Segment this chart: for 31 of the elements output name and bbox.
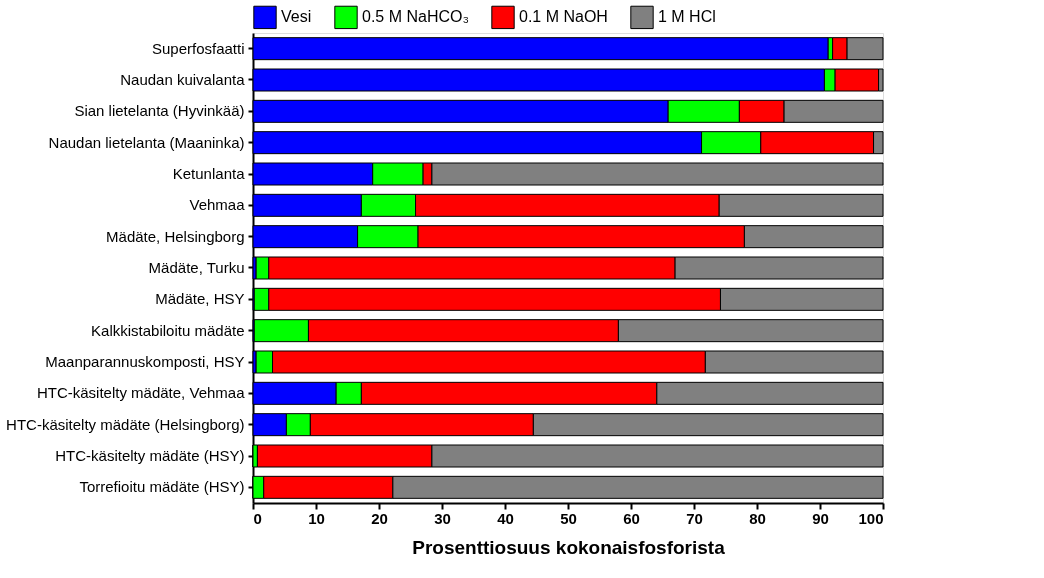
y-tick-label: Mädäte, HSY [155, 290, 245, 308]
legend-label: 0.1 M NaOH [519, 8, 608, 26]
x-tick-label: 100 [858, 509, 884, 527]
x-tick-label: 20 [371, 509, 388, 527]
legend-label: 0.5 M NaHCO₃ [362, 8, 469, 26]
y-tick-label: Mädäte, Turku [148, 259, 245, 276]
x-tick-label: 0 [253, 509, 262, 527]
y-tick-label: Naudan kuivalanta [120, 71, 246, 88]
y-tick-label: HTC-käsitelty mädäte, Vehmaa [36, 384, 246, 402]
y-tick-label: Ketunlanta [172, 165, 246, 182]
y-tick-label: Kalkkistabiloitu mädäte [91, 321, 245, 339]
y-tick-label: Mädäte, Helsingborg [106, 227, 245, 245]
x-tick-label: 40 [497, 509, 514, 527]
x-tick-label: 80 [749, 509, 766, 527]
legend-label: Vesi [281, 8, 312, 26]
y-tick-label: Sian lietelanta (Hyvinkää) [74, 102, 245, 120]
y-tick-label: HTC-käsitelty mädäte (HSY) [55, 447, 245, 464]
x-tick-label: 60 [623, 509, 640, 527]
x-tick-label: 10 [308, 509, 325, 527]
y-tick-label: Maanparannuskomposti, HSY [45, 353, 245, 370]
x-tick-label: 90 [812, 509, 829, 527]
y-tick-label: Torrefioitu mädäte (HSY) [79, 478, 245, 496]
y-tick-label: Vehmaa [189, 196, 246, 214]
legend-label: 1 M HCl [658, 8, 716, 26]
x-tick-label: 30 [434, 509, 451, 527]
x-tick-label: 70 [686, 509, 703, 527]
y-tick-label: Superfosfaatti [151, 39, 245, 57]
x-tick-label: 50 [560, 509, 577, 527]
x-axis-title: Prosenttiosuus kokonaisfosforista [412, 536, 726, 558]
y-tick-label: Naudan lietelanta (Maaninka) [48, 133, 245, 151]
y-tick-label: HTC-käsitelty mädäte (Helsingborg) [6, 415, 245, 433]
